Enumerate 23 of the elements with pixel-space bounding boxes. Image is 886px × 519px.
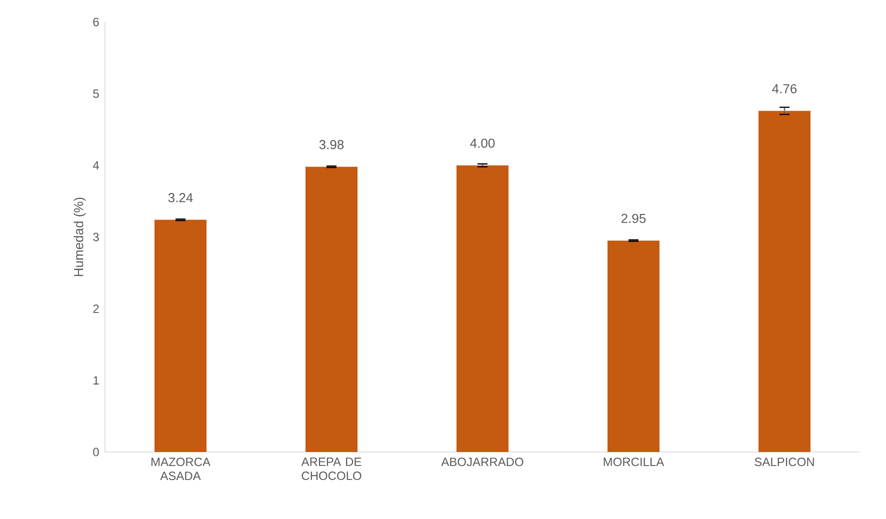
x-tick-label: ABOJARRADO: [441, 458, 524, 466]
data-label: 4.00: [470, 138, 495, 148]
bar: [306, 166, 358, 452]
data-label: 4.76: [772, 84, 797, 94]
x-tick-label: MAZORCA ASADA: [151, 458, 210, 480]
y-tick-label: 4: [92, 161, 99, 170]
y-axis-title: Humedad (%): [74, 198, 86, 276]
y-tick-label: 1: [94, 376, 99, 384]
y-tick-label: 2: [93, 304, 99, 313]
bar: [154, 220, 207, 452]
y-tick-label: 3: [93, 232, 99, 242]
x-tick-label: SALPICON: [754, 458, 814, 466]
y-tick-label: 5: [93, 89, 99, 98]
x-tick-label: AREPA DE CHOCOLO: [301, 458, 362, 480]
y-tick-label: 0: [93, 448, 99, 456]
bar: [456, 165, 509, 452]
data-label: 2.95: [622, 214, 646, 224]
x-tick-label: MORCILLA: [604, 458, 664, 466]
data-label: 3.24: [168, 193, 193, 202]
data-label: 3.98: [319, 140, 344, 150]
bar: [608, 240, 660, 452]
bar: [758, 110, 810, 452]
y-tick-label: 6: [93, 18, 99, 26]
